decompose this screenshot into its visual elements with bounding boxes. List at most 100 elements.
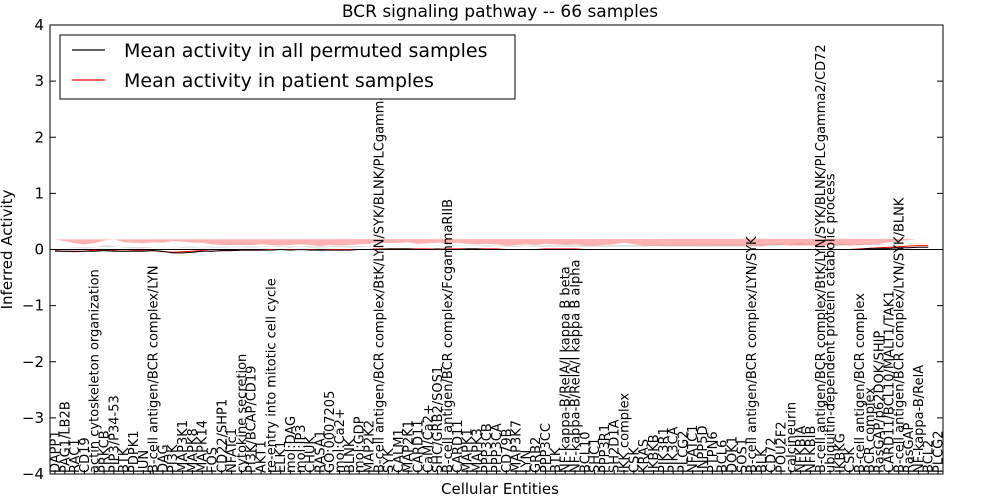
series-line-permuted [55, 246, 929, 254]
x-tick-label: NFATC1 [686, 425, 701, 473]
legend-box [59, 34, 516, 100]
x-tick-label: IKK complex [618, 393, 633, 473]
x-tick-label: INPP5D [696, 425, 711, 473]
x-tick-label: MAPK3 [470, 428, 485, 473]
x-tick-label: B-cell antigen/BCR complex/FcgammaRIIB [441, 199, 456, 473]
x-tick-label: GO:0007205 [323, 391, 338, 473]
x-tick-label: B-cell antigen/BCR complex [853, 293, 868, 473]
x-tick-label: PRKCB [98, 430, 113, 473]
y-tick-label: −3 [22, 409, 44, 427]
x-tick-label: PIK3R1 [657, 427, 672, 473]
x-tick-label: IKBKG [833, 433, 848, 473]
x-tick-label: B-cell antigen/BCR complex/BtK/LYN/SYK/B… [372, 84, 387, 473]
x-tick-label: AKT1 [255, 440, 270, 473]
legend-entry-label: Mean activity in all permuted samples [124, 40, 487, 62]
x-tick-label: SOS1 [735, 438, 750, 473]
x-tick-label: NFKBIB [804, 426, 819, 473]
x-tick-label: BLNK [343, 438, 358, 473]
confidence-bands [55, 238, 929, 249]
x-tick-label: cytokine secretion [235, 354, 250, 473]
x-tick-label: CD22/SHP1 [215, 399, 230, 473]
x-tick-label: PPP3R1 [598, 424, 613, 473]
x-tick-label: PDPK1 [127, 431, 142, 474]
x-tick-label: JUN [137, 450, 152, 474]
x-tick-label: SHC1 [588, 438, 603, 473]
x-tick-label: PIK3CA [667, 426, 682, 473]
x-tick-label: PIP3/P34-53 [107, 395, 122, 473]
x-tick-label: BTK [117, 447, 132, 473]
x-tick-label: MAP3K7 [510, 420, 525, 473]
y-tick-label: −1 [22, 297, 44, 315]
x-tick-label: BCL6 [716, 440, 731, 473]
x-tick-label: NF-kappa-B/RelA/I kappa B beta [559, 266, 574, 473]
x-tick-label: PTPN6 [706, 431, 721, 473]
x-tick-label: RasGAP/p62DOK/SHIP [873, 331, 888, 473]
x-tick-label: CD79B [500, 428, 515, 473]
series-line-patient [54, 245, 929, 253]
x-tick-label: MAP2K1 [402, 420, 417, 473]
x-tick-label: CHUK [304, 436, 319, 473]
x-tick-label: DAG [156, 444, 171, 473]
x-tick-label: DAPP1 [49, 430, 64, 473]
x-tick-label: MAP2K2 [363, 420, 378, 473]
x-tick-label: CARD11 [451, 419, 466, 473]
x-tick-label: MAPK14 [196, 420, 211, 473]
x-tick-label: RAC1 [68, 438, 83, 473]
x-tick-label: CARD11 [412, 419, 427, 473]
x-tick-label: mol:Ca2+ [333, 408, 348, 473]
x-tick-label: CD72 [765, 437, 780, 473]
y-tick-label: 4 [34, 16, 44, 34]
x-tick-label: LYN [519, 450, 534, 473]
x-tick-label: GRB2 [529, 437, 544, 473]
patient-band [55, 238, 929, 247]
x-tick-label: BCL10 [578, 431, 593, 473]
x-tick-label: re-entry into mitotic cell cycle [264, 278, 279, 473]
y-tick-label: 3 [34, 72, 44, 90]
x-tick-label: PAG1/LB2B [58, 401, 73, 473]
x-tick-label: RASA1 [313, 430, 328, 473]
chart-title: BCR signaling pathway -- 66 samples [342, 2, 658, 22]
plot-frame [49, 24, 944, 475]
x-tick-label: MAPK1 [461, 428, 476, 473]
x-tick-label: CD19 [78, 437, 93, 473]
x-tick-label: ubiquitin-dependent protein catabolic pr… [824, 173, 839, 473]
y-tick-label: 2 [34, 128, 44, 146]
legend: Mean activity in all permuted samples Mea… [59, 34, 516, 100]
x-tick-label: CARD11/BCL10/MALT1/TAK1 [882, 290, 897, 473]
series-lines [50, 245, 943, 254]
x-tick-label: KRAS [637, 439, 652, 473]
x-tick-label: BCR complex [863, 387, 878, 473]
y-tick-label: 1 [34, 184, 44, 202]
x-tick-label: SYK [382, 448, 397, 473]
x-tick-label: BCL2 [922, 440, 937, 473]
x-tick-label: mol:GDP [353, 416, 368, 473]
x-tick-label: BLK [755, 448, 770, 473]
x-tick-label: SHC/GRB2/SOS1 [431, 366, 446, 473]
x-tick-label: PPP3CB [480, 423, 495, 473]
x-tick-label: IKBKB [647, 434, 662, 473]
y-tick-label: −4 [22, 465, 44, 483]
x-tick-label: CaM/Ca2+ [421, 404, 436, 473]
x-tick-label: MAPK8 [186, 428, 201, 473]
x-tick-label: ELK1 [274, 441, 289, 473]
x-tick-label: B-cell antigen/BCR complex/LYN [147, 266, 162, 473]
x-tick-label: B-cell antigen/BCR complex/LYN/SYK/BLNK [892, 197, 907, 473]
x-tick-label: RasGAP [902, 423, 917, 473]
x-tick-label: PI3K/BCAP/CD19 [245, 366, 260, 473]
y-tick-label: 0 [34, 241, 44, 259]
x-tick-label: DOK1 [726, 436, 741, 473]
x-tick-label: NFATc1 [225, 428, 240, 473]
x-tick-label: PLCG2 [676, 430, 691, 473]
x-tick-label: BTK [549, 447, 564, 473]
x-tick-label: actin cytoskeleton organization [88, 269, 103, 473]
x-tick-label: calcineurin [784, 402, 799, 473]
x-tick-label: PLCG2 [932, 430, 947, 473]
x-tick-label: SH2D1A [608, 419, 623, 473]
permuted-band [55, 242, 929, 249]
x-tick-label: CSK [627, 447, 642, 473]
x-tick-label: PPP3CC [539, 423, 554, 473]
legend-entry-label: Mean activity in patient samples [124, 70, 434, 92]
x-tick-label: POU2F2 [775, 421, 790, 473]
